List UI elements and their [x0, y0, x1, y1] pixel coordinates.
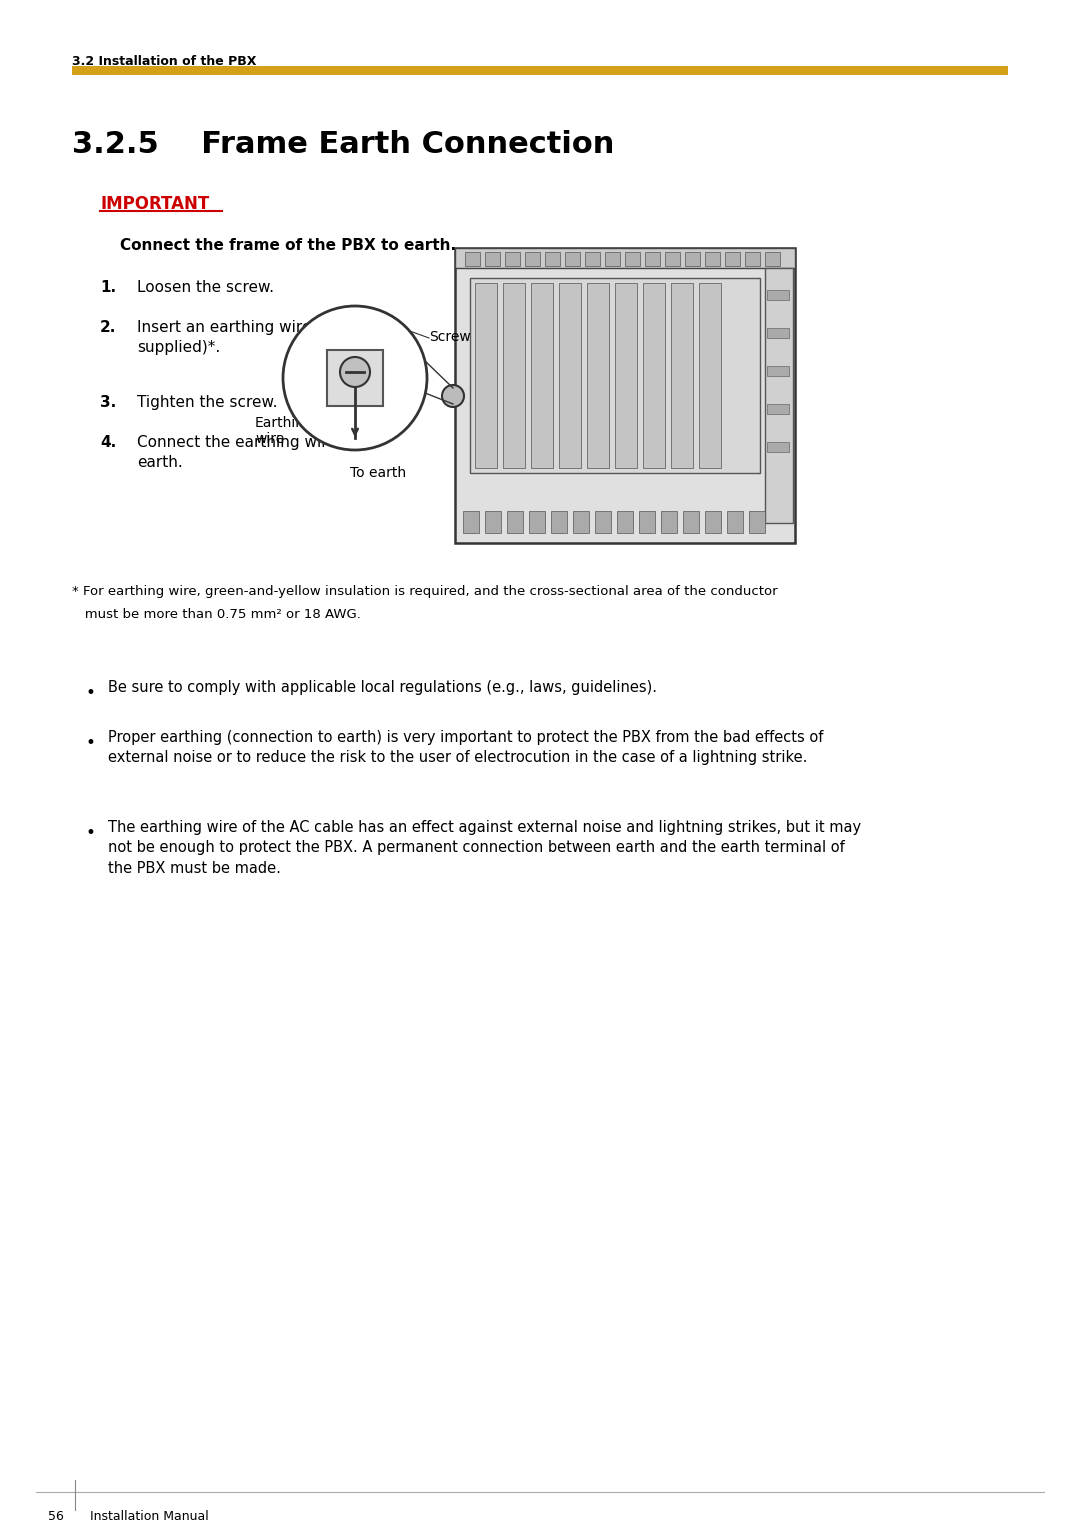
Circle shape [340, 358, 370, 387]
Bar [661, 510, 677, 533]
Bar [767, 290, 789, 299]
Text: 2.: 2. [100, 319, 117, 335]
Text: Connect the earthing wire to
earth.: Connect the earthing wire to earth. [137, 435, 357, 469]
Text: Connect the frame of the PBX to earth.: Connect the frame of the PBX to earth. [120, 238, 456, 254]
Bar [505, 252, 519, 266]
Text: •: • [86, 733, 96, 752]
Bar [559, 283, 581, 468]
Bar [588, 283, 609, 468]
Bar [615, 283, 637, 468]
Bar [455, 248, 795, 542]
Bar [683, 510, 699, 533]
Circle shape [442, 385, 464, 406]
Bar [765, 267, 793, 523]
Bar [595, 510, 611, 533]
Text: 3.2.5    Frame Earth Connection: 3.2.5 Frame Earth Connection [72, 130, 615, 159]
Bar [545, 252, 561, 266]
Bar [565, 252, 580, 266]
Bar [475, 283, 497, 468]
Bar [72, 66, 1008, 75]
Bar [645, 252, 660, 266]
Text: Insert an earthing wire (user-
supplied)*.: Insert an earthing wire (user- supplied)… [137, 319, 360, 354]
Bar [767, 367, 789, 376]
Bar [767, 329, 789, 338]
Bar [639, 510, 654, 533]
Bar [643, 283, 665, 468]
Text: The earthing wire of the AC cable has an effect against external noise and light: The earthing wire of the AC cable has an… [108, 821, 861, 876]
Text: 56: 56 [48, 1510, 64, 1523]
Bar [671, 283, 693, 468]
Bar [767, 442, 789, 452]
Bar [485, 252, 500, 266]
Text: Loosen the screw.: Loosen the screw. [137, 280, 274, 295]
Circle shape [283, 306, 427, 451]
Bar [327, 350, 383, 406]
Bar [745, 252, 760, 266]
Text: 3.: 3. [100, 396, 117, 410]
Text: Earthing
wire: Earthing wire [255, 416, 314, 446]
Text: Installation Manual: Installation Manual [90, 1510, 208, 1523]
Bar [573, 510, 589, 533]
Text: To earth: To earth [350, 466, 406, 480]
Bar [463, 510, 480, 533]
Bar [727, 510, 743, 533]
Bar [767, 403, 789, 414]
Text: •: • [86, 685, 96, 701]
Text: 4.: 4. [100, 435, 117, 451]
Bar [455, 248, 795, 267]
Bar [625, 252, 640, 266]
Bar [531, 283, 553, 468]
Bar [750, 510, 765, 533]
Bar [465, 252, 480, 266]
Bar [551, 510, 567, 533]
Bar [585, 252, 600, 266]
Bar [605, 252, 620, 266]
Text: Be sure to comply with applicable local regulations (e.g., laws, guidelines).: Be sure to comply with applicable local … [108, 680, 657, 695]
Text: Proper earthing (connection to earth) is very important to protect the PBX from : Proper earthing (connection to earth) is… [108, 730, 823, 766]
Text: •: • [86, 824, 96, 842]
Bar [685, 252, 700, 266]
Bar [529, 510, 545, 533]
Bar [507, 510, 523, 533]
Text: 1.: 1. [100, 280, 117, 295]
Bar [485, 510, 501, 533]
Bar [699, 283, 721, 468]
Text: Tighten the screw.: Tighten the screw. [137, 396, 278, 410]
Text: 3.2 Installation of the PBX: 3.2 Installation of the PBX [72, 55, 256, 69]
Bar [705, 510, 721, 533]
Bar [503, 283, 525, 468]
Bar [705, 252, 720, 266]
Bar [765, 252, 780, 266]
Bar [470, 278, 760, 474]
Text: Screw: Screw [429, 330, 471, 344]
Bar [725, 252, 740, 266]
Bar [525, 252, 540, 266]
Bar [617, 510, 633, 533]
Text: IMPORTANT: IMPORTANT [100, 196, 210, 212]
Bar [665, 252, 680, 266]
Text: must be more than 0.75 mm² or 18 AWG.: must be more than 0.75 mm² or 18 AWG. [72, 608, 361, 620]
Text: * For earthing wire, green-and-yellow insulation is required, and the cross-sect: * For earthing wire, green-and-yellow in… [72, 585, 778, 597]
